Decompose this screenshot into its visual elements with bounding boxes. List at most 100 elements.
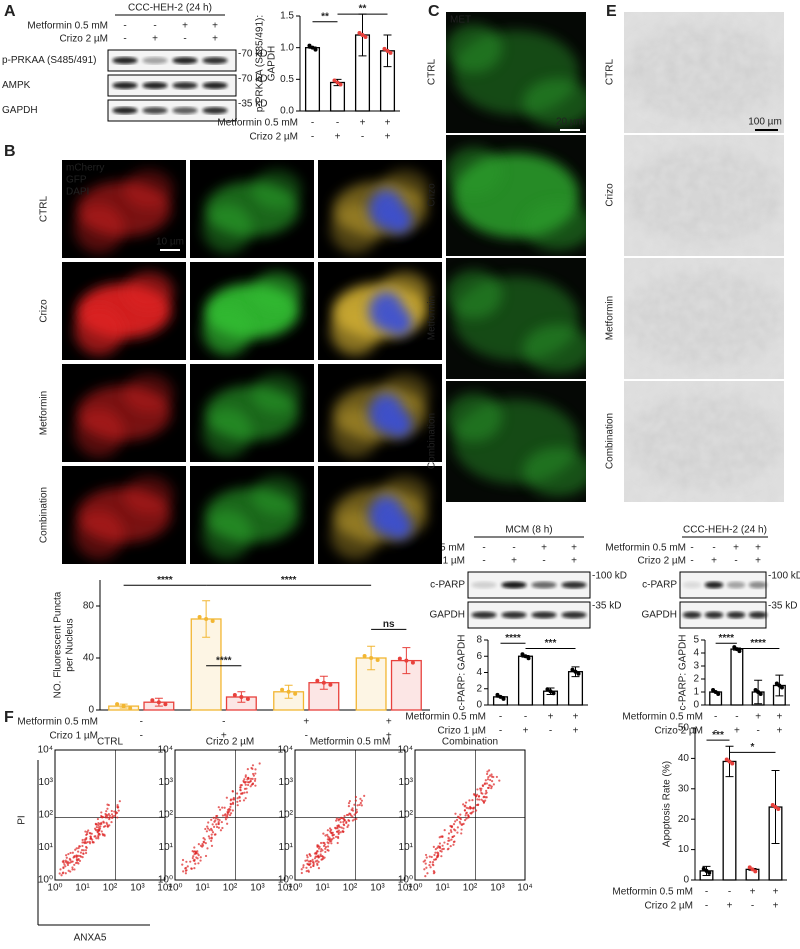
event: [448, 832, 450, 834]
event: [224, 807, 226, 809]
event: [483, 796, 485, 798]
event: [72, 852, 74, 854]
blot-band: [705, 582, 723, 589]
event: [213, 817, 215, 819]
cell: [124, 272, 174, 311]
blot-band: [112, 57, 137, 64]
event: [205, 842, 207, 844]
significance-label: *: [751, 742, 755, 753]
event: [215, 823, 217, 825]
event: [465, 812, 467, 814]
event: [243, 799, 245, 801]
event: [489, 779, 491, 781]
event: [339, 826, 341, 828]
condition-sign: +: [776, 712, 782, 723]
condition-sign: -: [361, 132, 364, 143]
event: [353, 804, 355, 806]
panel-letter: B: [4, 143, 16, 160]
event: [459, 821, 461, 823]
event: [210, 828, 212, 830]
blot-band: [727, 612, 745, 619]
event: [309, 860, 311, 862]
event: [433, 859, 435, 861]
event: [335, 836, 337, 838]
event: [254, 780, 256, 782]
plot-frame: [415, 750, 525, 880]
channel-label: mCherry: [66, 163, 104, 174]
event: [465, 801, 467, 803]
condition-sign: -: [728, 887, 731, 898]
event: [306, 870, 308, 872]
event: [425, 867, 427, 869]
significance-label: ****: [216, 655, 232, 666]
significance-label: ***: [712, 730, 724, 741]
event: [353, 818, 355, 820]
y-tick-label: 10¹: [39, 842, 54, 853]
data-dot: [404, 659, 408, 663]
event: [338, 832, 340, 834]
event: [73, 856, 75, 858]
significance-label: ****: [157, 575, 173, 586]
x-tick-label: 10³: [250, 883, 265, 894]
event: [237, 804, 239, 806]
event: [301, 872, 303, 874]
x-tick-label: 10²: [463, 883, 478, 894]
cell: [523, 448, 593, 496]
condition-sign: -: [690, 543, 693, 554]
panel-letter: C: [428, 3, 440, 20]
event: [312, 859, 314, 861]
significance-label: **: [359, 4, 367, 15]
y-tick-label: 0: [476, 700, 482, 711]
event: [232, 802, 234, 804]
event: [254, 785, 256, 787]
event: [355, 818, 357, 820]
event: [444, 829, 446, 831]
event: [442, 845, 444, 847]
event: [192, 857, 194, 859]
data-dot: [737, 649, 741, 653]
event: [59, 872, 61, 874]
cell: [202, 408, 252, 457]
event: [62, 867, 64, 869]
event: [193, 853, 195, 855]
data-dot: [707, 871, 711, 875]
y-tick-label: 10⁰: [38, 875, 53, 886]
cell: [124, 374, 174, 413]
event: [94, 835, 96, 837]
scale-label: 20 µm: [556, 117, 584, 128]
event: [327, 829, 329, 831]
band-label: c-PARP: [642, 580, 677, 591]
event: [335, 820, 337, 822]
event: [105, 822, 107, 824]
event: [66, 857, 68, 859]
event: [84, 839, 86, 841]
event: [360, 802, 362, 804]
event: [237, 797, 239, 799]
event: [201, 843, 203, 845]
event: [337, 819, 339, 821]
cell: [387, 514, 412, 539]
event: [252, 782, 254, 784]
event: [232, 809, 234, 811]
event: [349, 800, 351, 802]
event: [62, 872, 64, 874]
data-dot: [211, 619, 215, 623]
y-tick-label: 10⁴: [38, 745, 53, 756]
data-dot: [716, 692, 720, 696]
event: [429, 855, 431, 857]
event: [447, 848, 449, 850]
event: [243, 778, 245, 780]
event: [326, 834, 328, 836]
band-label: c-PARP: [430, 580, 465, 591]
event: [85, 849, 87, 851]
event: [239, 786, 241, 788]
y-tick-label: 2: [693, 674, 699, 685]
event: [225, 818, 227, 820]
channel-label: GFP: [66, 175, 87, 186]
condition-sign: +: [571, 543, 577, 554]
event: [315, 853, 317, 855]
event: [211, 845, 213, 847]
event: [345, 821, 347, 823]
event: [69, 870, 71, 872]
condition-label: Metformin 0.5 mM: [17, 717, 98, 728]
